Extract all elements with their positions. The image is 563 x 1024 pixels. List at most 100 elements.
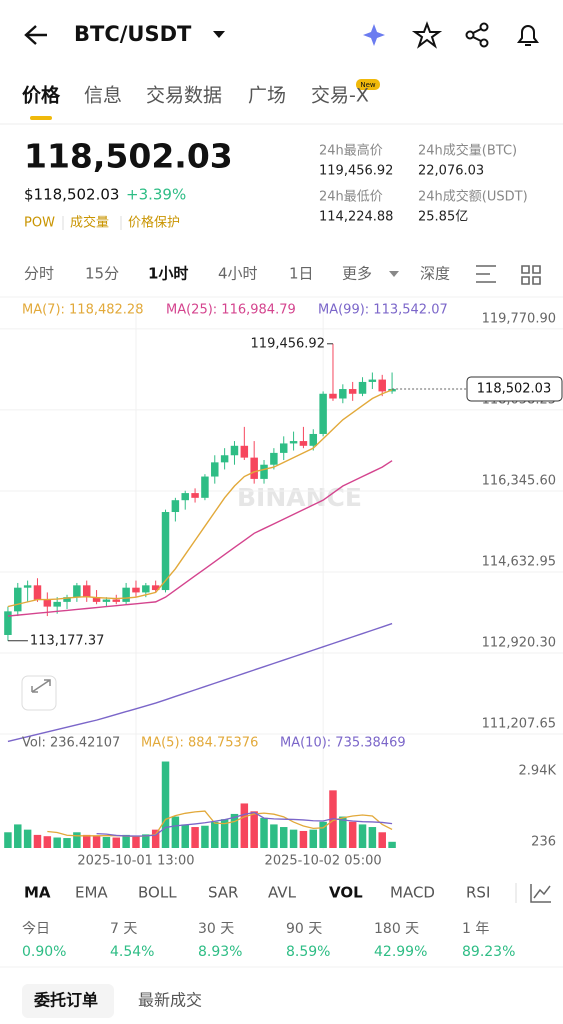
volume-bar [142,834,150,848]
volume-bar [171,816,180,848]
indicator-tab[interactable]: MA [24,884,51,902]
volume-tick-label: 2.94K [519,763,557,778]
y-tick-label: 119,770.90 [482,311,556,326]
candle-body [329,393,337,399]
indicator-tab[interactable]: AVL [268,884,297,902]
interval[interactable]: 更多 [342,265,372,283]
interval[interactable]: 4小时 [218,265,258,283]
period-value: 0.90% [22,944,66,960]
period-label: 7 天 [110,921,137,937]
candle-body [102,599,111,602]
notification-icon[interactable] [517,25,539,46]
indicator-tab[interactable]: RSI [466,884,490,902]
interval[interactable]: 深度 [420,265,450,283]
indicator-tab[interactable]: EMA [75,884,108,902]
current-price-box [466,376,563,402]
volume-bar [43,836,52,848]
tab[interactable]: 交易-X [311,85,369,107]
volume-bar [73,832,81,848]
current-price-label: 118,502.03 [477,381,551,396]
candle-body [132,587,140,593]
candle-body [230,445,239,456]
tab[interactable]: 价格 [22,84,61,107]
price-tag: 成交量 [70,215,109,231]
candle-body [181,493,189,501]
candle-body [378,379,386,392]
candle-body [358,381,367,394]
interval[interactable]: 1小时 [148,265,188,283]
stat-value: 22,076.03 [418,164,484,179]
ma-line [7,460,393,617]
more-dropdown[interactable] [389,271,399,277]
bottom-tab[interactable]: 最新成交 [138,991,202,1010]
stat-value: 114,224.88 [319,210,393,225]
expand-button[interactable] [21,675,57,711]
candle-body [250,457,258,479]
pair-dropdown[interactable] [213,31,225,38]
candle-body [122,587,130,602]
tab[interactable]: 广场 [248,85,286,107]
interval[interactable]: 15分 [85,265,119,283]
period-label: 1 年 [462,921,489,937]
interval[interactable]: 1日 [289,265,314,283]
indicator-tab[interactable]: BOLL [138,884,177,902]
ma-line [7,389,393,608]
volume-bar [270,824,278,848]
bottom-tab[interactable]: 委托订单 [33,991,98,1010]
stat-value: 25.85亿 [418,210,468,225]
new-badge-bg [356,79,380,90]
expand-icon[interactable] [31,679,51,693]
candle-body [240,445,249,458]
volume-bar [250,811,258,848]
volume-bar [112,837,121,848]
ma-legend: MA(99): 113,542.07 [318,303,448,318]
stat-value: 119,456.92 [319,164,393,179]
price-tag: POW [24,216,55,231]
volume-bar [4,832,12,848]
volume-bar [230,813,239,848]
ma-line [7,622,393,743]
stat-label: 24h最高价 [319,143,383,159]
interval[interactable]: 分时 [24,265,54,283]
volume-bar [220,819,229,848]
candle-body [319,393,327,434]
stat-label: 24h成交量(BTC) [418,143,517,159]
share-icon[interactable] [465,22,489,48]
settings-icon[interactable] [476,265,496,283]
volume-bar [92,836,101,848]
stat-label: 24h成交额(USDT) [418,189,528,205]
volume-bar [319,821,327,848]
volume-bar [181,824,189,848]
candle-body [201,476,209,498]
price-change: +3.39% [126,186,186,204]
volume-legend: Vol: 236.42107 [22,736,120,751]
volume-bar [201,825,209,848]
back-button[interactable] [24,25,47,45]
volume-bar [33,834,42,848]
tab[interactable]: 信息 [84,85,122,107]
candle-body [142,585,150,593]
volume-bar [279,827,288,848]
active-tab-bg [22,984,114,1018]
chart-tool-icon[interactable] [530,884,551,903]
indicator-tab[interactable]: VOL [329,884,363,902]
candle-body [299,441,308,446]
period-value: 4.54% [110,944,154,960]
volume-bar [339,816,347,848]
last-price: 118,502.03 [24,137,233,176]
indicator-tab[interactable]: SAR [208,884,238,902]
candle-body [339,389,347,399]
x-tick-label: 2025-10-02 05:00 [265,854,382,869]
period-label: 今日 [22,921,50,937]
pair-title[interactable]: BTC/USDT [74,22,192,46]
tab[interactable]: 交易数据 [146,85,222,107]
volume-bar [132,836,140,848]
candle-body [260,464,268,479]
layout-icon[interactable] [521,265,541,285]
favorite-icon[interactable] [411,21,443,49]
ai-icon[interactable] [363,24,385,46]
candle-body [33,585,42,600]
indicator-tab[interactable]: MACD [390,884,435,902]
volume-bar [23,829,32,848]
